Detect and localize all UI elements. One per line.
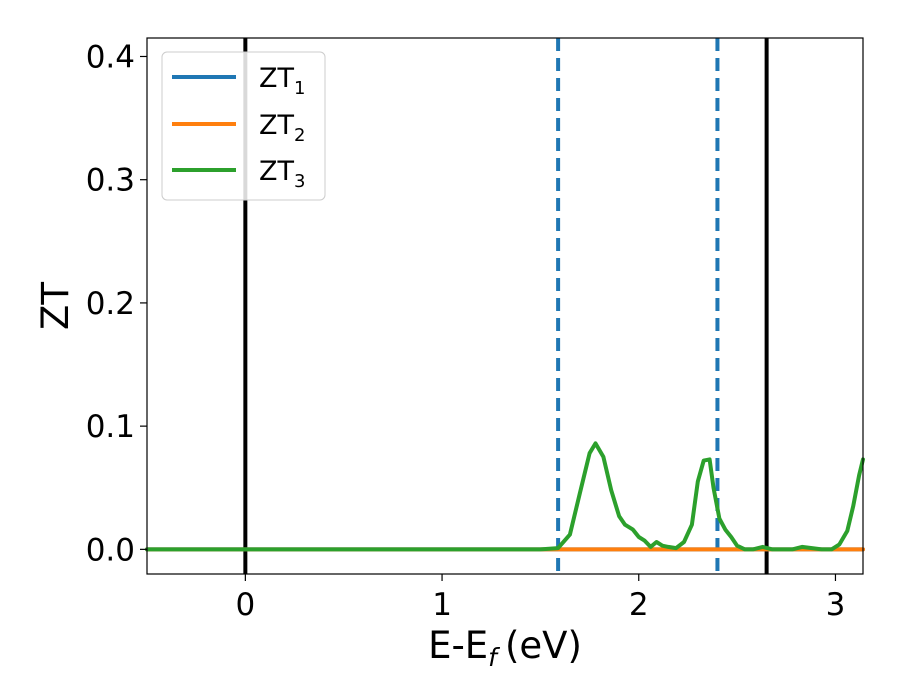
series-line-zt3 [145,441,865,552]
series-lines [145,441,865,552]
y-tick-label-0: 0.0 [86,532,135,568]
legend-label-zt2: ZT2 [259,110,305,146]
legend-box [161,51,326,201]
legend-entry-zt2: ZT2 [172,110,305,146]
legend-entry-zt1: ZT1 [172,63,305,99]
legend-entry-zt3: ZT3 [172,156,305,192]
legend: ZT1 ZT2 ZT3 [161,51,326,201]
plot-frame [146,37,864,575]
x-axis-label: E-Ef (eV) [428,624,582,672]
y-tick-label-2: 0.2 [86,286,135,322]
x-tick-label-1: 1 [432,587,452,623]
x-tick-label-0: 0 [235,587,255,623]
legend-label-zt1: ZT1 [259,63,305,99]
y-axis-label: ZT [34,282,77,330]
y-tick-label-4: 0.4 [86,39,135,75]
y-tick-label-1: 0.1 [86,409,135,445]
x-tick-label-2: 2 [629,587,649,623]
y-tick-label-3: 0.3 [86,163,135,199]
axis-ticks: 0 1 2 3 0.0 0.1 0.2 0.3 0.4 [86,39,846,623]
legend-label-zt3: ZT3 [259,156,305,192]
x-tick-label-3: 3 [826,587,846,623]
